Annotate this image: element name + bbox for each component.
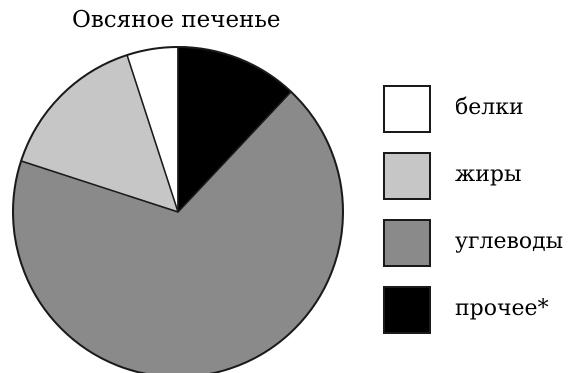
legend-label-protein: белки	[455, 95, 524, 120]
legend-swatch-carbs	[383, 219, 431, 267]
legend-label-other: прочее*	[455, 296, 549, 321]
legend-swatch-protein	[383, 85, 431, 133]
legend-swatch-other	[383, 286, 431, 334]
legend-swatch-fat	[383, 152, 431, 200]
legend-label-fat: жиры	[455, 162, 522, 187]
pie-outline	[12, 46, 344, 373]
legend-label-carbs: углеводы	[455, 229, 564, 254]
chart-title: Овсяное печенье	[72, 7, 281, 33]
